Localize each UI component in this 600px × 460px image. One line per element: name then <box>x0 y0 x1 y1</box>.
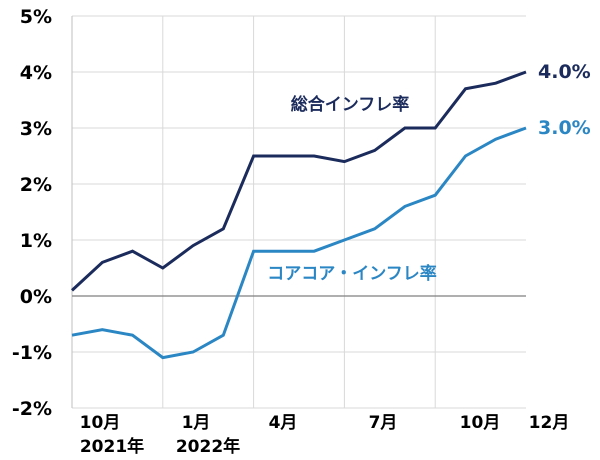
core-core-inflation-line <box>71 126 527 360</box>
x-tick-label: 7月 <box>369 413 398 433</box>
x-tick-label: 10月 <box>80 413 121 433</box>
x-tick-year-label: 2021年 <box>80 436 144 457</box>
grid-layer <box>72 15 526 409</box>
y-tick-label: -1% <box>12 342 52 364</box>
x-tick-label: 12月 <box>529 413 570 433</box>
core-core-series-label: コアコア・インフレ率 <box>267 263 437 284</box>
y-tick-label: 0% <box>20 286 52 308</box>
x-tick-label: 10月 <box>460 413 501 433</box>
y-tick-label: -2% <box>12 398 52 420</box>
headline-end-value-label: 4.0% <box>538 61 591 83</box>
y-tick-label: 4% <box>20 62 52 84</box>
core-core-end-value-label: 3.0% <box>538 117 591 139</box>
y-tick-label: 5% <box>20 6 52 28</box>
headline-inflation-line <box>70 70 527 292</box>
x-tick-label: 4月 <box>269 413 298 433</box>
x-tick-label: 1月 <box>182 413 211 433</box>
x-tick-year-label: 2022年 <box>176 436 240 457</box>
series-layer <box>70 70 527 360</box>
axis-layer: 5% 4% 3% 2% 1% 0% -1% -2% 10月 2021年 1月 2022年 4月 7月 10月… <box>12 6 569 457</box>
y-tick-label: 3% <box>20 118 52 140</box>
headline-series-label: 総合インフレ率 <box>291 94 410 115</box>
y-tick-label: 2% <box>20 174 52 196</box>
y-tick-label: 1% <box>20 230 52 252</box>
